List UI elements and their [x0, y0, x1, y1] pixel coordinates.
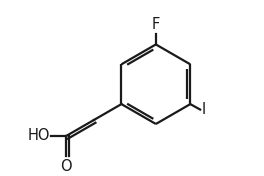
Text: HO: HO	[27, 128, 50, 143]
Text: I: I	[202, 102, 206, 117]
Text: F: F	[152, 17, 160, 32]
Text: O: O	[60, 159, 72, 174]
